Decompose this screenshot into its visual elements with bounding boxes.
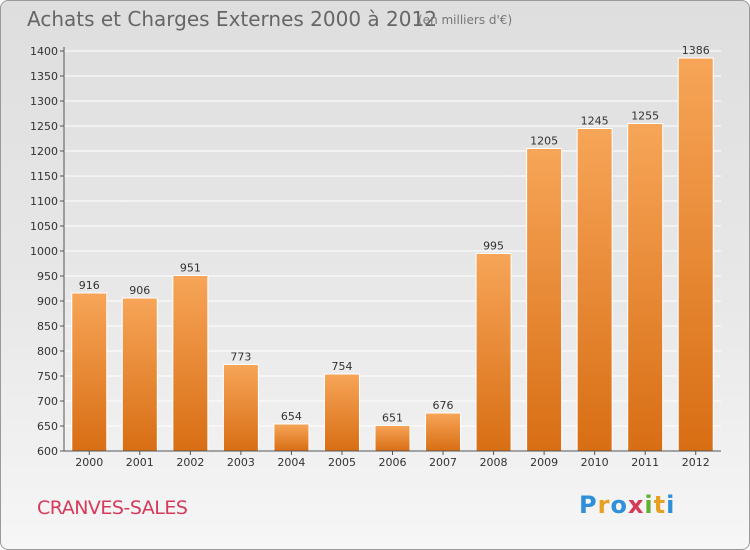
data-labels: 916 906 951 773 654 754 651 676 995 1205 1245 1255 1… <box>79 44 710 425</box>
x-tick-label-2000: 2000 <box>75 456 103 469</box>
x-tick-label-2009: 2009 <box>530 456 558 469</box>
logo-letter: i <box>644 491 654 519</box>
x-tick-label-2004: 2004 <box>277 456 305 469</box>
y-tick-label: 900 <box>37 295 58 308</box>
bar-2007 <box>425 412 462 452</box>
x-tick-label-2012: 2012 <box>682 456 710 469</box>
y-tick-label: 750 <box>37 370 58 383</box>
bar-2012 <box>677 57 714 452</box>
bar-2004 <box>273 423 310 452</box>
x-tick-label-2001: 2001 <box>126 456 154 469</box>
x-tick-label-2003: 2003 <box>227 456 255 469</box>
axes <box>63 47 721 455</box>
logo-letter: P <box>579 491 598 519</box>
commune-name: CRANVES-SALES <box>37 497 188 519</box>
x-tick-label-2002: 2002 <box>176 456 204 469</box>
logo-letter: r <box>597 491 611 519</box>
x-tick-label-2005: 2005 <box>328 456 356 469</box>
data-label-2006: 651 <box>382 412 403 425</box>
data-label-2010: 1245 <box>581 115 609 128</box>
logo-letter: t <box>653 491 667 519</box>
chart-subtitle: (en milliers d'€) <box>418 13 513 27</box>
y-tick-label: 650 <box>37 420 58 433</box>
y-tick-label: 1050 <box>30 220 58 233</box>
data-label-2008: 995 <box>483 240 504 253</box>
y-tick-label: 800 <box>37 345 58 358</box>
grid-lines <box>60 50 721 452</box>
data-label-2002: 951 <box>180 262 201 275</box>
y-tick-label: 1150 <box>30 170 58 183</box>
bar-2005 <box>323 373 360 452</box>
y-tick-label: 700 <box>37 395 58 408</box>
x-tick-label-2010: 2010 <box>581 456 609 469</box>
y-tick-label: 950 <box>37 270 58 283</box>
bar-2001 <box>121 297 158 452</box>
y-tick-label: 1300 <box>30 95 58 108</box>
bars <box>71 57 714 452</box>
data-label-2009: 1205 <box>530 135 558 148</box>
data-label-2001: 906 <box>129 284 150 297</box>
y-tick-labels: 600 650 700 750 800 850 900 950 1000 1050 1100 1150… <box>30 45 58 458</box>
x-tick-label-2011: 2011 <box>631 456 659 469</box>
x-tick-label-2006: 2006 <box>379 456 407 469</box>
bar-2006 <box>374 425 411 452</box>
y-tick-label: 600 <box>37 445 58 458</box>
x-tick-label-2008: 2008 <box>480 456 508 469</box>
data-label-2003: 773 <box>230 351 251 364</box>
data-label-2000: 916 <box>79 279 100 292</box>
proxiti-logo: Proxiti <box>579 491 675 519</box>
bar-2003 <box>222 364 259 452</box>
bar-2008 <box>475 253 512 452</box>
y-tick-label: 1250 <box>30 120 58 133</box>
data-label-2007: 676 <box>433 399 454 412</box>
y-tick-label: 1400 <box>30 45 58 58</box>
bar-2010 <box>576 128 613 452</box>
y-tick-label: 1000 <box>30 245 58 258</box>
data-label-2005: 754 <box>331 360 352 373</box>
data-label-2012: 1386 <box>682 44 710 57</box>
bar-2009 <box>526 148 563 452</box>
data-label-2004: 654 <box>281 410 302 423</box>
x-tick-label-2007: 2007 <box>429 456 457 469</box>
bar-2000 <box>71 292 108 452</box>
y-tick-label: 1350 <box>30 70 58 83</box>
chart-title: Achats et Charges Externes 2000 à 2012 <box>27 7 437 31</box>
x-tick-labels: 2000 2001 2002 2003 2004 2005 2006 2007 2008 2009… <box>75 456 709 469</box>
logo-letter: i <box>666 491 676 519</box>
data-label-2011: 1255 <box>631 110 659 123</box>
y-tick-label: 1200 <box>30 145 58 158</box>
logo-letter: o <box>610 491 628 519</box>
y-tick-label: 1100 <box>30 195 58 208</box>
bar-2011 <box>627 123 664 452</box>
y-tick-label: 850 <box>37 320 58 333</box>
logo-letter: x <box>627 491 645 519</box>
bar-2002 <box>172 275 209 452</box>
